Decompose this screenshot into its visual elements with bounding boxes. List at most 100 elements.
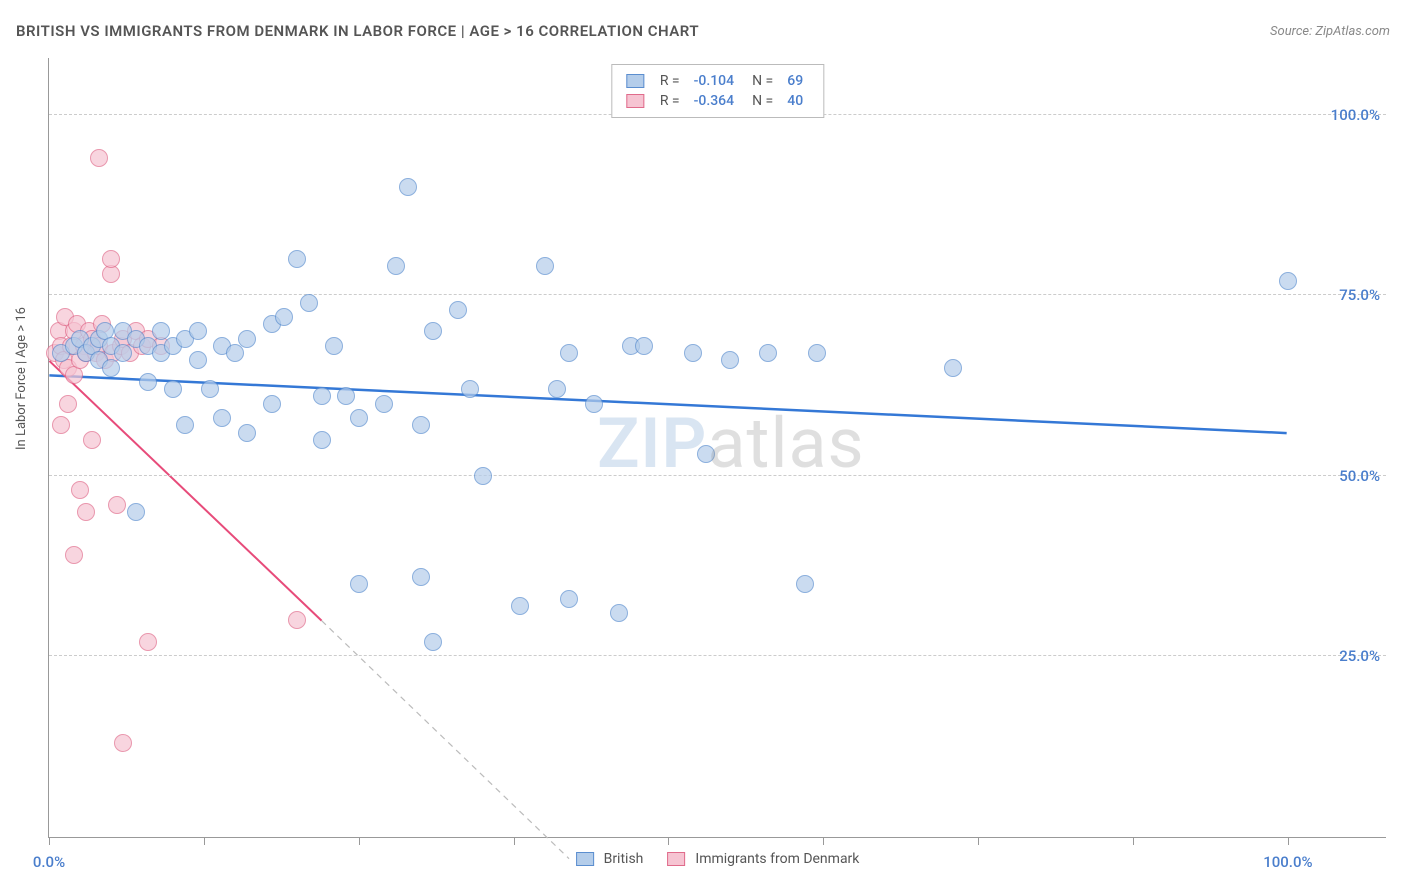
watermark-brand-b: atlas xyxy=(707,402,864,484)
gridline-h xyxy=(49,475,1386,476)
gridline-h xyxy=(49,655,1386,656)
datapoint-british xyxy=(412,568,430,586)
datapoint-british xyxy=(511,597,529,615)
datapoint-british xyxy=(399,178,417,196)
datapoint-denmark xyxy=(90,149,108,167)
datapoint-british xyxy=(201,380,219,398)
watermark-brand-a: ZIP xyxy=(597,402,707,484)
legend-item-denmark: Immigrants from Denmark xyxy=(667,851,859,867)
legend-item-british: British xyxy=(576,851,644,867)
datapoint-british xyxy=(536,257,554,275)
datapoint-british xyxy=(238,330,256,348)
datapoint-british xyxy=(560,590,578,608)
x-tick xyxy=(668,837,669,845)
y-tick-label: 75.0% xyxy=(1316,286,1380,304)
legend-row-denmark: R = -0.364 N = 40 xyxy=(626,91,809,111)
datapoint-british xyxy=(461,380,479,398)
trend-lines xyxy=(49,58,1386,837)
datapoint-british xyxy=(213,409,231,427)
datapoint-british xyxy=(474,467,492,485)
datapoint-british xyxy=(944,359,962,377)
y-tick-label: 25.0% xyxy=(1316,647,1380,665)
x-tick xyxy=(978,837,979,845)
y-tick-label: 100.0% xyxy=(1316,106,1380,124)
swatch-denmark xyxy=(626,94,644,108)
datapoint-british xyxy=(114,344,132,362)
chart-title: BRITISH VS IMMIGRANTS FROM DENMARK IN LA… xyxy=(16,22,699,40)
datapoint-british xyxy=(313,431,331,449)
datapoint-denmark xyxy=(139,633,157,651)
x-tick xyxy=(1288,837,1289,845)
datapoint-denmark xyxy=(65,546,83,564)
datapoint-british xyxy=(189,322,207,340)
r-value-british: -0.104 xyxy=(694,73,734,89)
datapoint-british xyxy=(796,575,814,593)
datapoint-british xyxy=(424,633,442,651)
swatch-denmark-icon xyxy=(667,852,685,866)
x-tick xyxy=(1133,837,1134,845)
datapoint-british xyxy=(313,387,331,405)
r-label: R = xyxy=(660,93,680,109)
datapoint-british xyxy=(759,344,777,362)
r-label: R = xyxy=(660,73,680,89)
series-legend: British Immigrants from Denmark xyxy=(576,851,860,867)
datapoint-british xyxy=(375,395,393,413)
watermark: ZIPatlas xyxy=(597,402,865,484)
datapoint-british xyxy=(697,445,715,463)
y-axis-label: In Labor Force | Age > 16 xyxy=(14,307,29,450)
datapoint-denmark xyxy=(71,481,89,499)
datapoint-british xyxy=(325,337,343,355)
swatch-british xyxy=(626,74,644,88)
datapoint-british xyxy=(102,359,120,377)
datapoint-british xyxy=(139,373,157,391)
datapoint-denmark xyxy=(114,734,132,752)
legend-label-denmark: Immigrants from Denmark xyxy=(695,851,859,867)
datapoint-denmark xyxy=(83,431,101,449)
datapoint-british xyxy=(1279,272,1297,290)
datapoint-british xyxy=(226,344,244,362)
datapoint-british xyxy=(721,351,739,369)
x-tick xyxy=(823,837,824,845)
n-label: N = xyxy=(752,93,773,109)
n-label: N = xyxy=(752,73,773,89)
datapoint-british xyxy=(610,604,628,622)
y-tick-label: 50.0% xyxy=(1316,467,1380,485)
datapoint-denmark xyxy=(59,395,77,413)
datapoint-british xyxy=(176,416,194,434)
legend-label-british: British xyxy=(604,851,644,867)
x-tick xyxy=(49,837,50,845)
r-value-denmark: -0.364 xyxy=(694,93,734,109)
datapoint-british xyxy=(127,503,145,521)
n-value-denmark: 40 xyxy=(787,93,803,109)
datapoint-denmark xyxy=(288,611,306,629)
datapoint-british xyxy=(635,337,653,355)
datapoint-british xyxy=(585,395,603,413)
datapoint-denmark xyxy=(102,250,120,268)
datapoint-british xyxy=(387,257,405,275)
n-value-british: 69 xyxy=(787,73,803,89)
datapoint-british xyxy=(412,416,430,434)
datapoint-british xyxy=(808,344,826,362)
datapoint-denmark xyxy=(77,503,95,521)
x-tick-label: 0.0% xyxy=(33,853,65,871)
x-tick xyxy=(514,837,515,845)
datapoint-denmark xyxy=(52,416,70,434)
x-tick xyxy=(359,837,360,845)
x-tick xyxy=(204,837,205,845)
datapoint-british xyxy=(238,424,256,442)
x-tick-label: 100.0% xyxy=(1263,853,1312,871)
datapoint-british xyxy=(288,250,306,268)
datapoint-british xyxy=(684,344,702,362)
datapoint-british xyxy=(424,322,442,340)
datapoint-british xyxy=(449,301,467,319)
datapoint-british xyxy=(263,395,281,413)
datapoint-british xyxy=(300,294,318,312)
datapoint-british xyxy=(560,344,578,362)
datapoint-british xyxy=(350,409,368,427)
swatch-british-icon xyxy=(576,852,594,866)
datapoint-british xyxy=(350,575,368,593)
datapoint-denmark xyxy=(108,496,126,514)
datapoint-british xyxy=(189,351,207,369)
legend-row-british: R = -0.104 N = 69 xyxy=(626,71,809,91)
datapoint-british xyxy=(164,380,182,398)
